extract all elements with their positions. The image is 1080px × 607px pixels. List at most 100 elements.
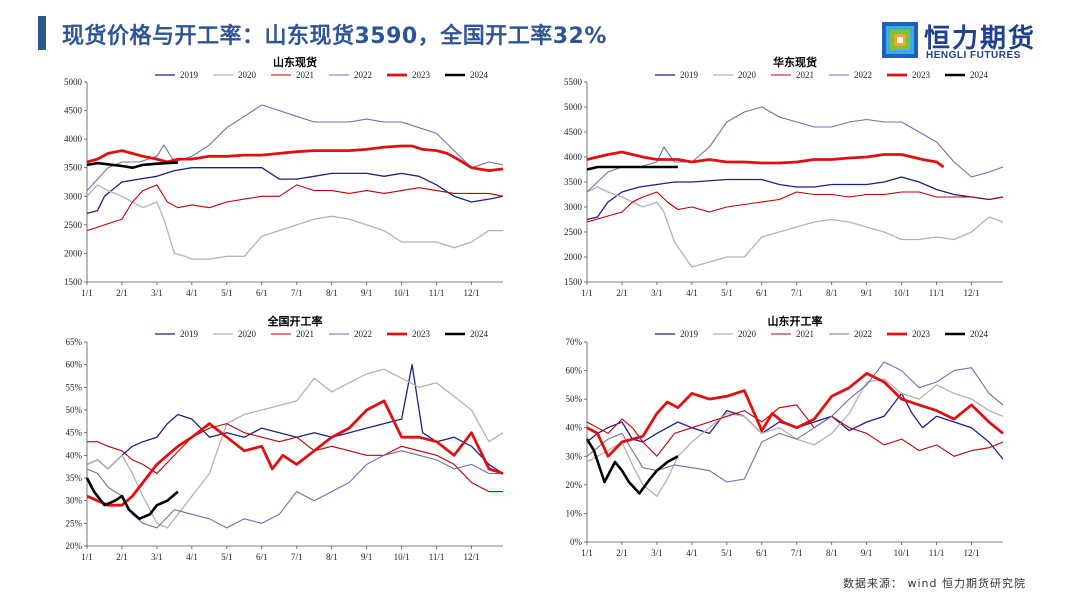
chart-national-operating-rate: 全国开工率 2019 2020 2021 2022 2023 2024 20% 25% 30% 35… (45, 314, 515, 565)
x-tick-label: 4/1 (686, 548, 698, 558)
y-tick-label: 3000 (64, 191, 83, 201)
x-tick-label: 12/1 (964, 548, 980, 558)
series-line-2021 (87, 423, 503, 493)
y-tick-label: 40% (66, 450, 83, 460)
series-line-2019 (586, 176, 1004, 221)
series-line-2023 (586, 150, 945, 169)
x-tick-label: 5/1 (721, 288, 733, 298)
series-line-2020 (86, 368, 504, 529)
x-tick-label: 6/1 (256, 552, 268, 562)
x-tick-label: 4/1 (686, 288, 698, 298)
series-line-2021 (86, 184, 504, 232)
x-tick-label: 8/1 (826, 288, 838, 298)
chart-shandong-operating-rate-svg: 山东开工率 2019 2020 2021 2022 2023 2024 0% 10% 20% 30%… (566, 314, 1004, 558)
series-line-2022 (586, 361, 1004, 483)
x-tick-label: 4/1 (186, 552, 198, 562)
series-line-2023 (586, 372, 1004, 458)
legend-label-2024: 2024 (470, 70, 489, 80)
series-line-2024 (585, 438, 679, 495)
legend-label-2023: 2023 (412, 329, 431, 339)
y-tick-label: 20% (66, 541, 83, 551)
y-tick-label: 40% (566, 423, 583, 433)
chart-east-china-spot: 华东现货 2019 2020 2021 2022 2023 2024 1500 2000 2500… (545, 55, 1015, 301)
x-tick-label: 11/1 (429, 552, 445, 562)
x-tick-label: 6/1 (756, 288, 768, 298)
x-tick-label: 10/1 (894, 288, 910, 298)
legend-label-2019: 2019 (180, 329, 199, 339)
chart-title: 全国开工率 (267, 314, 323, 328)
y-tick-label: 4000 (564, 152, 583, 162)
y-tick-label: 50% (566, 394, 583, 404)
x-tick-label: 10/1 (394, 288, 410, 298)
y-tick-label: 5000 (64, 77, 83, 87)
legend-label-2022: 2022 (354, 329, 372, 339)
y-tick-label: 3500 (64, 163, 83, 173)
series-line-2019 (86, 364, 504, 475)
x-tick-label: 12/1 (464, 288, 480, 298)
page-title: 现货价格与开工率：山东现货3590，全国开工率32% (62, 24, 607, 49)
series-line-2019 (86, 167, 504, 215)
x-tick-label: 8/1 (326, 288, 338, 298)
chart-national-operating-rate-svg: 全国开工率 2019 2020 2021 2022 2023 2024 20% 25% 30% 35… (66, 314, 504, 562)
x-tick-label: 7/1 (791, 288, 803, 298)
x-tick-label: 12/1 (964, 288, 980, 298)
x-tick-label: 12/1 (464, 552, 480, 562)
legend-label-2021: 2021 (796, 70, 814, 80)
legend-label-2022: 2022 (354, 70, 372, 80)
chart-shandong-spot-svg: 山东现货 2019 2020 2021 2022 2023 2024 1500 2000 2500… (64, 55, 504, 298)
y-tick-label: 50% (66, 405, 83, 415)
legend-label-2019: 2019 (180, 70, 199, 80)
y-tick-label: 2000 (564, 252, 583, 262)
legend-label-2024: 2024 (970, 70, 989, 80)
x-tick-label: 3/1 (651, 548, 663, 558)
y-tick-label: 70% (566, 337, 583, 347)
legend-label-2020: 2020 (238, 329, 257, 339)
series-line-2019 (586, 392, 1004, 460)
series-line-2023 (86, 144, 504, 172)
series-line-2021 (586, 191, 1004, 223)
x-tick-label: 9/1 (361, 552, 373, 562)
x-tick-label: 9/1 (861, 548, 873, 558)
x-tick-label: 5/1 (721, 548, 733, 558)
y-tick-label: 35% (66, 473, 83, 483)
y-tick-label: 60% (566, 366, 583, 376)
x-tick-label: 3/1 (151, 288, 163, 298)
y-tick-label: 1500 (64, 277, 83, 287)
title-accent-bar (38, 16, 46, 50)
x-tick-label: 2/1 (616, 548, 628, 558)
x-tick-label: 11/1 (929, 288, 945, 298)
legend-label-2022: 2022 (854, 329, 872, 339)
legend-label-2020: 2020 (238, 70, 257, 80)
chart-title: 山东开工率 (768, 314, 823, 328)
x-tick-label: 10/1 (394, 552, 410, 562)
chart-title: 山东现货 (273, 55, 317, 69)
series-line-2021 (586, 404, 1004, 457)
x-tick-label: 7/1 (791, 548, 803, 558)
y-tick-label: 30% (66, 496, 83, 506)
legend-label-2023: 2023 (912, 329, 931, 339)
y-tick-label: 10% (566, 508, 583, 518)
y-tick-label: 55% (66, 382, 83, 392)
y-tick-label: 45% (66, 428, 83, 438)
chart-shandong-spot: 山东现货 2019 2020 2021 2022 2023 2024 1500 2000 2500… (45, 55, 515, 301)
series-line-2024 (85, 477, 179, 521)
x-tick-label: 2/1 (116, 288, 128, 298)
series-line-2022 (586, 106, 1004, 193)
series-line-2020 (586, 378, 1004, 497)
legend-label-2020: 2020 (738, 329, 757, 339)
x-tick-label: 7/1 (291, 288, 303, 298)
y-tick-label: 1500 (564, 277, 583, 287)
y-tick-label: 2500 (564, 227, 583, 237)
x-tick-label: 10/1 (894, 548, 910, 558)
x-tick-label: 6/1 (256, 288, 268, 298)
x-tick-label: 3/1 (651, 288, 663, 298)
legend-label-2019: 2019 (680, 70, 699, 80)
chart-title: 华东现货 (773, 55, 817, 69)
x-tick-label: 8/1 (826, 548, 838, 558)
y-tick-label: 2500 (64, 220, 83, 230)
legend-label-2024: 2024 (470, 329, 489, 339)
x-tick-label: 7/1 (291, 552, 303, 562)
legend-label-2021: 2021 (796, 329, 814, 339)
series-line-2020 (586, 186, 1004, 268)
x-tick-label: 5/1 (221, 552, 233, 562)
